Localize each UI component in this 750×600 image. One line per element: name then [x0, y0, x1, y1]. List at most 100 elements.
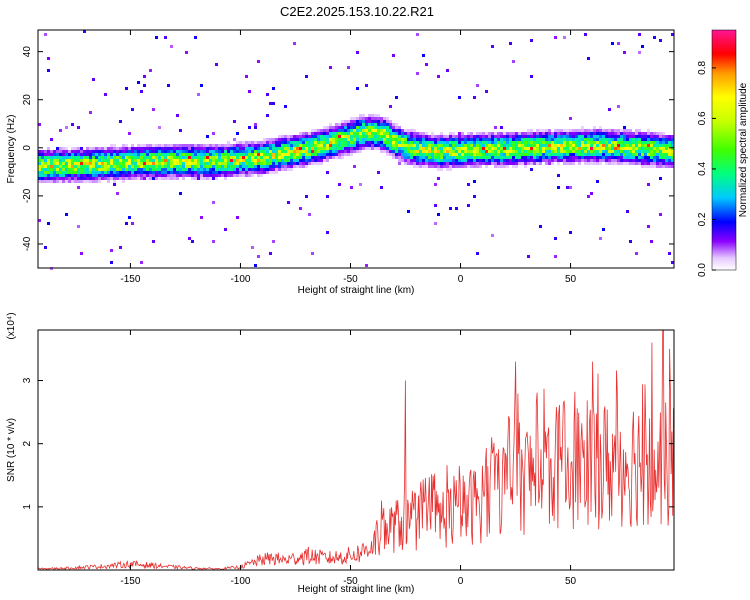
heatmap-cell — [239, 162, 242, 165]
heatmap-cell — [74, 168, 77, 171]
heatmap-cell — [74, 156, 77, 159]
heatmap-cell — [155, 168, 158, 171]
heatmap-cell — [575, 129, 578, 132]
heatmap-cell — [332, 147, 335, 150]
heatmap-cell — [407, 141, 410, 144]
heatmap-cell — [620, 135, 623, 138]
heatmap-cell — [455, 165, 458, 168]
heatmap-cell — [581, 129, 584, 132]
heatmap-cell — [185, 51, 188, 54]
heatmap-cell — [287, 147, 290, 150]
heatmap-cell — [107, 168, 110, 171]
heatmap-cell — [611, 156, 614, 159]
heatmap-cell — [158, 159, 161, 162]
heatmap-cell — [50, 177, 53, 180]
heatmap-cell — [620, 141, 623, 144]
heatmap-cell — [278, 165, 281, 168]
heatmap-cell — [401, 153, 404, 156]
heatmap-cell — [635, 138, 638, 141]
heatmap-cell — [473, 144, 476, 147]
heatmap-cell — [98, 168, 101, 171]
heatmap-cell — [485, 150, 488, 153]
heatmap-cell — [647, 141, 650, 144]
heatmap-cell — [467, 156, 470, 159]
heatmap-cell — [299, 153, 302, 156]
heatmap-cell — [416, 72, 419, 75]
heatmap-cell — [455, 162, 458, 165]
heatmap-cell — [128, 216, 131, 219]
heatmap-cell — [404, 135, 407, 138]
heatmap-cell — [344, 123, 347, 126]
heatmap-cell — [626, 210, 629, 213]
heatmap-cell — [113, 150, 116, 153]
heatmap-cell — [482, 159, 485, 162]
heatmap-cell — [179, 174, 182, 177]
heatmap-cell — [68, 156, 71, 159]
heatmap-cell — [224, 177, 227, 180]
heatmap-cell — [128, 156, 131, 159]
heatmap-cell — [515, 150, 518, 153]
heatmap-cell — [629, 132, 632, 135]
heatmap-cell — [341, 138, 344, 141]
heatmap-cell — [245, 141, 248, 144]
heatmap-cell — [593, 129, 596, 132]
heatmap-cell — [647, 144, 650, 147]
heatmap-cell — [539, 138, 542, 141]
heatmap-cell — [314, 138, 317, 141]
heatmap-cell — [347, 66, 350, 69]
heatmap-cell — [512, 144, 515, 147]
heatmap-cell — [593, 141, 596, 144]
heatmap-cell — [575, 156, 578, 159]
heatmap-cell — [407, 159, 410, 162]
heatmap-cell — [662, 138, 665, 141]
heatmap-cell — [338, 141, 341, 144]
heatmap-cell — [389, 150, 392, 153]
heatmap-cell — [404, 138, 407, 141]
heatmap-cell — [383, 132, 386, 135]
heatmap-cell — [452, 141, 455, 144]
heatmap-cell — [269, 156, 272, 159]
heatmap-cell — [389, 129, 392, 132]
heatmap-cell — [200, 147, 203, 150]
heatmap-cell — [212, 171, 215, 174]
heatmap-cell — [59, 177, 62, 180]
heatmap-cell — [191, 153, 194, 156]
heatmap-cell — [563, 129, 566, 132]
heatmap-cell — [632, 159, 635, 162]
heatmap-cell — [389, 144, 392, 147]
heatmap-cell — [203, 174, 206, 177]
heatmap-cell — [602, 129, 605, 132]
heatmap-cell — [605, 153, 608, 156]
heatmap-cell — [407, 150, 410, 153]
heatmap-cell — [668, 135, 671, 138]
heatmap-cell — [146, 171, 149, 174]
heatmap-cell — [224, 165, 227, 168]
heatmap-cell — [266, 150, 269, 153]
heatmap-cell — [272, 159, 275, 162]
heatmap-cell — [536, 132, 539, 135]
heatmap-cell — [80, 156, 83, 159]
heatmap-cell — [89, 165, 92, 168]
heatmap-cell — [47, 174, 50, 177]
heatmap-cell — [626, 129, 629, 132]
heatmap-cell — [116, 177, 119, 180]
heatmap-cell — [302, 162, 305, 165]
heatmap-cell — [539, 141, 542, 144]
heatmap-cell — [446, 144, 449, 147]
heatmap-cell — [596, 159, 599, 162]
heatmap-cell — [272, 162, 275, 165]
heatmap-cell — [560, 144, 563, 147]
heatmap-cell — [464, 141, 467, 144]
heatmap-cell — [611, 147, 614, 150]
heatmap-cell — [413, 165, 416, 168]
heatmap-cell — [623, 129, 626, 132]
heatmap-cell — [317, 138, 320, 141]
heatmap-cell — [134, 165, 137, 168]
heatmap-cell — [611, 42, 614, 45]
heatmap-cell — [158, 171, 161, 174]
heatmap-cell — [104, 93, 107, 96]
heatmap-cell — [446, 159, 449, 162]
heatmap-cell — [362, 135, 365, 138]
heatmap-cell — [539, 135, 542, 138]
heatmap-cell — [602, 138, 605, 141]
